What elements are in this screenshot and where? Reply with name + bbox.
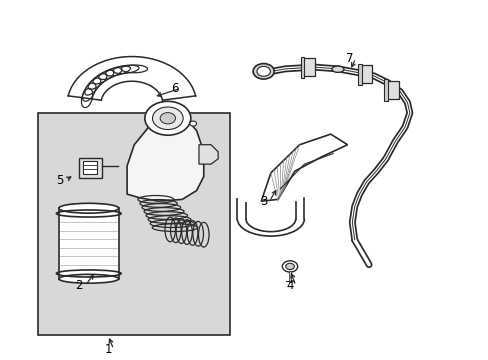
Bar bbox=[360, 66, 372, 83]
Bar bbox=[386, 81, 398, 99]
Bar bbox=[39, 113, 230, 335]
Ellipse shape bbox=[59, 203, 119, 213]
Bar bbox=[41, 115, 227, 333]
Circle shape bbox=[256, 66, 270, 76]
Text: 3: 3 bbox=[260, 195, 267, 208]
Circle shape bbox=[189, 121, 196, 126]
Bar bbox=[300, 57, 304, 78]
Circle shape bbox=[152, 107, 183, 130]
Circle shape bbox=[282, 261, 297, 272]
Circle shape bbox=[253, 64, 274, 79]
Text: 7: 7 bbox=[346, 52, 353, 65]
Circle shape bbox=[144, 101, 190, 135]
Text: 5: 5 bbox=[56, 174, 63, 186]
Bar bbox=[303, 58, 314, 76]
Text: 2: 2 bbox=[75, 279, 83, 292]
Bar bbox=[83, 161, 97, 174]
Circle shape bbox=[160, 113, 175, 124]
Text: 4: 4 bbox=[285, 279, 293, 292]
Text: 6: 6 bbox=[171, 82, 179, 95]
Bar bbox=[59, 208, 119, 279]
Polygon shape bbox=[127, 111, 203, 201]
Bar bbox=[79, 158, 102, 177]
Circle shape bbox=[285, 263, 294, 270]
Ellipse shape bbox=[59, 274, 119, 283]
Polygon shape bbox=[261, 134, 347, 201]
Bar bbox=[384, 80, 387, 100]
Text: 1: 1 bbox=[104, 343, 111, 356]
Bar bbox=[357, 64, 361, 85]
Polygon shape bbox=[199, 145, 218, 164]
Ellipse shape bbox=[331, 66, 343, 72]
